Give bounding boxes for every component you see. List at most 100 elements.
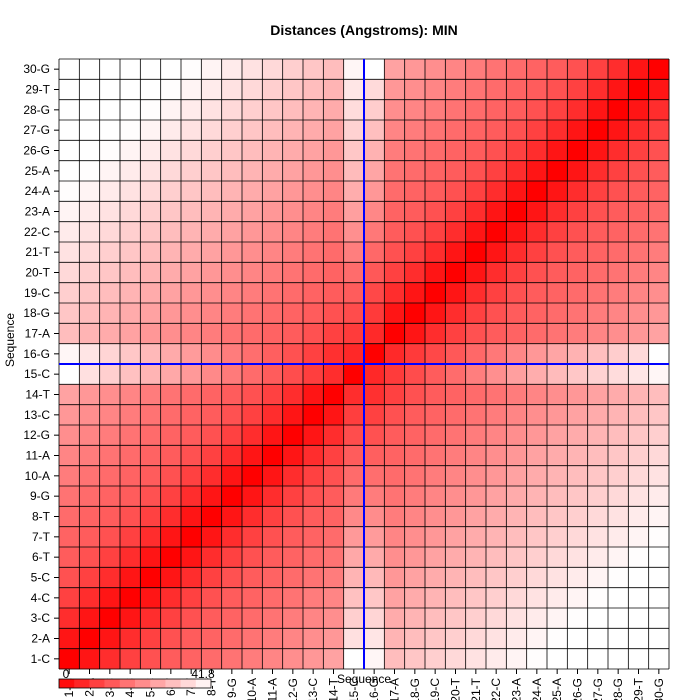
heatmap-cell — [160, 404, 182, 426]
legend-swatch — [135, 679, 151, 688]
heatmap-cell — [628, 404, 649, 426]
heatmap-cell — [384, 59, 405, 80]
heatmap-cell — [648, 282, 670, 304]
heatmap-cell — [79, 648, 100, 670]
heatmap-cell — [445, 221, 466, 243]
heatmap-cell — [587, 140, 609, 161]
heatmap-cell — [59, 648, 80, 670]
heatmap-cell — [506, 242, 527, 263]
heatmap-cell — [201, 425, 222, 446]
heatmap-cell — [201, 140, 222, 161]
heatmap-cell — [201, 221, 222, 243]
heatmap-cell — [628, 608, 649, 629]
heatmap-cell — [120, 404, 141, 426]
heatmap-cell — [648, 262, 670, 283]
heatmap-cell — [648, 445, 670, 466]
heatmap-cell — [120, 506, 141, 527]
heatmap-cell — [445, 282, 466, 304]
heatmap-cell — [221, 120, 243, 141]
heatmap-cell — [181, 343, 202, 365]
heatmap-cell — [486, 404, 507, 426]
heatmap-cell — [201, 547, 222, 568]
heatmap-cell — [282, 160, 304, 182]
heatmap-cell — [384, 120, 405, 141]
heatmap-cell — [282, 282, 304, 304]
heatmap-cell — [120, 59, 141, 80]
heatmap-cell — [59, 628, 80, 649]
heatmap-cell — [526, 465, 548, 487]
heatmap-cell — [384, 140, 405, 161]
heatmap-cell — [445, 242, 466, 263]
heatmap-cell — [221, 384, 243, 405]
heatmap-cell — [79, 587, 100, 609]
heatmap-cell — [465, 120, 487, 141]
heatmap-cell — [648, 465, 670, 487]
heatmap-cell — [140, 343, 161, 365]
heatmap-cell — [384, 262, 405, 283]
heatmap-cell — [79, 323, 100, 344]
heatmap-cell — [201, 99, 222, 121]
x-tick-label: 10-A — [245, 678, 259, 700]
heatmap-cell — [404, 425, 426, 446]
heatmap-cell — [547, 465, 568, 487]
heatmap-cell — [425, 526, 446, 548]
heatmap-cell — [506, 648, 527, 670]
heatmap-cell — [59, 79, 80, 100]
heatmap-cell — [303, 567, 324, 588]
heatmap-cell — [425, 201, 446, 222]
heatmap-cell — [221, 587, 243, 609]
heatmap-cell — [79, 59, 100, 80]
heatmap-cell — [465, 242, 487, 263]
heatmap-cell — [587, 303, 609, 324]
heatmap-cell — [201, 526, 222, 548]
heatmap-cell — [242, 343, 263, 365]
heatmap-cell — [262, 303, 283, 324]
heatmap-cell — [364, 445, 385, 466]
heatmap-cell — [160, 303, 182, 324]
heatmap-cell — [242, 323, 263, 344]
heatmap-cell — [547, 547, 568, 568]
heatmap-cell — [120, 323, 141, 344]
heatmap-cell — [425, 242, 446, 263]
heatmap-cell — [567, 282, 588, 304]
x-tick-label: 11-A — [266, 678, 280, 700]
heatmap-cell — [120, 282, 141, 304]
heatmap-cell — [201, 59, 222, 80]
heatmap-cell — [282, 567, 304, 588]
heatmap-cell — [384, 486, 405, 507]
heatmap-cell — [608, 120, 629, 141]
heatmap-cell — [323, 567, 344, 588]
heatmap-cell — [384, 181, 405, 202]
heatmap-cell — [445, 465, 466, 487]
heatmap-cell — [201, 364, 222, 385]
heatmap-cell — [242, 160, 263, 182]
y-tick-label: 12-G — [23, 428, 50, 442]
heatmap-cell — [506, 282, 527, 304]
heatmap-cell — [343, 404, 365, 426]
heatmap-cell — [99, 303, 121, 324]
heatmap-cell — [608, 364, 629, 385]
heatmap-cell — [425, 465, 446, 487]
heatmap-cell — [282, 465, 304, 487]
heatmap-cell — [303, 262, 324, 283]
heatmap-cell — [567, 343, 588, 365]
heatmap-cell — [59, 506, 80, 527]
y-tick-label: 13-C — [24, 408, 50, 422]
heatmap-cell — [445, 140, 466, 161]
y-tick-label: 29-T — [25, 83, 50, 97]
heatmap-cell — [404, 160, 426, 182]
heatmap-cell — [608, 160, 629, 182]
heatmap-cell — [567, 648, 588, 670]
heatmap-cell — [425, 282, 446, 304]
heatmap-cell — [526, 262, 548, 283]
heatmap-cell — [384, 384, 405, 405]
heatmap-cell — [486, 120, 507, 141]
heatmap-cell — [608, 628, 629, 649]
heatmap-cell — [282, 120, 304, 141]
heatmap-cell — [262, 221, 283, 243]
heatmap-cell — [282, 384, 304, 405]
heatmap-cell — [282, 608, 304, 629]
heatmap-cell — [79, 486, 100, 507]
heatmap-cell — [323, 547, 344, 568]
heatmap-cell — [425, 140, 446, 161]
